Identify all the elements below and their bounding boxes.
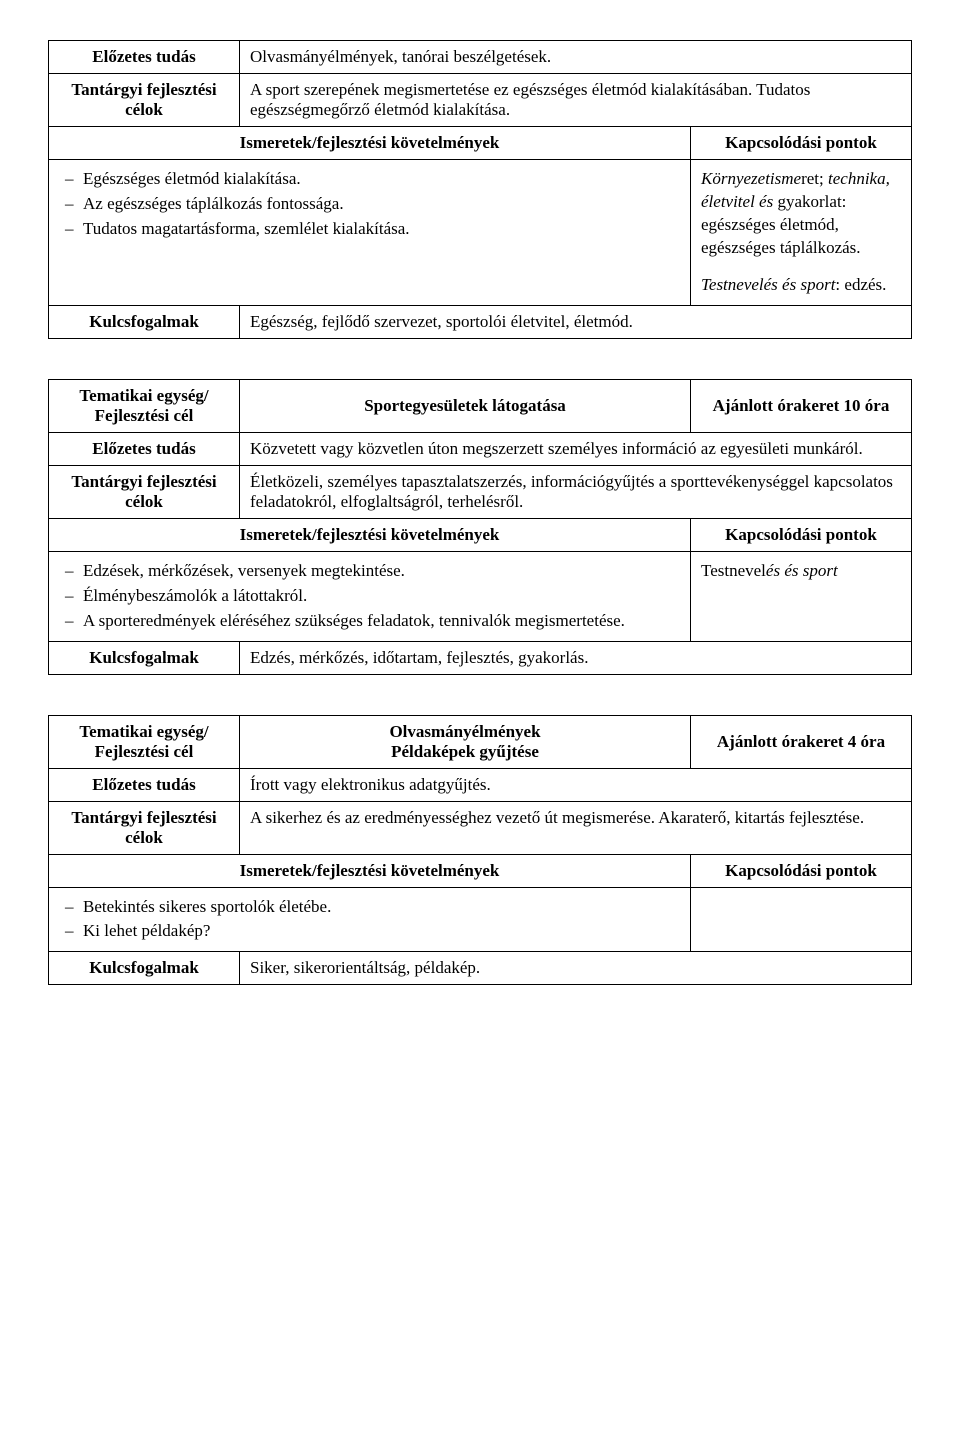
t2-kp-post: és és sport bbox=[766, 561, 838, 580]
t3-goals-text: A sikerhez és az eredményességhez vezető… bbox=[240, 801, 912, 854]
t1-key-concepts-label: Kulcsfogalmak bbox=[49, 305, 240, 338]
t3-requirements-cell: Betekintés sikeres sportolók életébe. Ki… bbox=[49, 887, 691, 952]
t2-bullet-1: Edzések, mérkőzések, versenyek megtekint… bbox=[65, 560, 680, 583]
t2-goals-label: Tantárgyi fejlesztési célok bbox=[49, 465, 240, 518]
t3-unit-title: Olvasmányélmények Példaképek gyűjtése bbox=[240, 715, 691, 768]
table-3: Tematikai egység/ Fejlesztési cél Olvasm… bbox=[48, 715, 912, 986]
t2-bullet-list: Edzések, mérkőzések, versenyek megtekint… bbox=[59, 560, 680, 633]
t2-key-concepts-label: Kulcsfogalmak bbox=[49, 641, 240, 674]
t1-bullet-3: Tudatos magatartásforma, szemlélet kiala… bbox=[65, 218, 680, 241]
t1-kp1-italic: Környezetisme bbox=[701, 169, 801, 188]
t2-prior-knowledge-text: Közvetett vagy közvetlen úton megszerzet… bbox=[240, 432, 912, 465]
t2-goals-text: Életközeli, személyes tapasztalatszerzés… bbox=[240, 465, 912, 518]
t1-goals-label: Tantárgyi fejlesztési célok bbox=[49, 74, 240, 127]
t1-requirements-cell: Egészséges életmód kialakítása. Az egész… bbox=[49, 160, 691, 306]
t1-kp1c: gyakorl bbox=[773, 192, 829, 211]
t1-connection-points-cell: Környezetismeret; technika, életvitel és… bbox=[691, 160, 912, 306]
t1-prior-knowledge-text: Olvasmányélmények, tanórai beszélgetések… bbox=[240, 41, 912, 74]
t3-prior-knowledge-text: Írott vagy elektronikus adatgyűjtés. bbox=[240, 768, 912, 801]
t3-goals-label: Tantárgyi fejlesztési célok bbox=[49, 801, 240, 854]
t1-bullet-1: Egészséges életmód kialakítása. bbox=[65, 168, 680, 191]
t1-left-header: Ismeretek/fejlesztési követelmények bbox=[49, 127, 691, 160]
t1-right-header: Kapcsolódási pontok bbox=[691, 127, 912, 160]
t2-key-concepts-text: Edzés, mérkőzés, időtartam, fejlesztés, … bbox=[240, 641, 912, 674]
t2-unit-label: Tematikai egység/ Fejlesztési cél bbox=[49, 379, 240, 432]
t1-prior-knowledge-label: Előzetes tudás bbox=[49, 41, 240, 74]
table-2: Tematikai egység/ Fejlesztési cél Sporte… bbox=[48, 379, 912, 675]
t2-requirements-cell: Edzések, mérkőzések, versenyek megtekint… bbox=[49, 551, 691, 641]
t3-key-concepts-label: Kulcsfogalmak bbox=[49, 952, 240, 985]
t3-unit-title-l2: Példaképek gyűjtése bbox=[391, 742, 539, 761]
t2-unit-title: Sportegyesületek látogatása bbox=[240, 379, 691, 432]
t1-kp2-italic: Testnevelés és sport bbox=[701, 275, 835, 294]
t2-hours: Ajánlott órakeret 10 óra bbox=[691, 379, 912, 432]
t2-bullet-2: Élménybeszámolók a látottakról. bbox=[65, 585, 680, 608]
t1-kp2-rest: : edzés. bbox=[835, 275, 886, 294]
t3-prior-knowledge-label: Előzetes tudás bbox=[49, 768, 240, 801]
t2-bullet-3: A sporteredmények eléréséhez szükséges f… bbox=[65, 610, 680, 633]
t2-connection-points-cell: Testnevelés és sport bbox=[691, 551, 912, 641]
t2-left-header: Ismeretek/fejlesztési követelmények bbox=[49, 518, 691, 551]
t2-right-header: Kapcsolódási pontok bbox=[691, 518, 912, 551]
t3-key-concepts-text: Siker, sikerorientáltság, példakép. bbox=[240, 952, 912, 985]
t2-kp-pre: Testnevel bbox=[701, 561, 766, 580]
t3-bullet-1: Betekintés sikeres sportolók életébe. bbox=[65, 896, 680, 919]
t3-right-header: Kapcsolódási pontok bbox=[691, 854, 912, 887]
table-1: Előzetes tudás Olvasmányélmények, tanóra… bbox=[48, 40, 912, 339]
t3-bullet-list: Betekintés sikeres sportolók életébe. Ki… bbox=[59, 896, 680, 944]
t1-bullet-2: Az egészséges táplálkozás fontossága. bbox=[65, 193, 680, 216]
t3-unit-label: Tematikai egység/ Fejlesztési cél bbox=[49, 715, 240, 768]
t1-bullet-list: Egészséges életmód kialakítása. Az egész… bbox=[59, 168, 680, 241]
t3-hours: Ajánlott órakeret 4 óra bbox=[691, 715, 912, 768]
t1-goals-text: A sport szerepének megismertetése ez egé… bbox=[240, 74, 912, 127]
t3-unit-title-l1: Olvasmányélmények bbox=[389, 722, 540, 741]
t2-prior-knowledge-label: Előzetes tudás bbox=[49, 432, 240, 465]
t1-kp1-rest: ret; bbox=[801, 169, 828, 188]
t3-connection-points-cell bbox=[691, 887, 912, 952]
t1-key-concepts-text: Egészség, fejlődő szervezet, sportolói é… bbox=[240, 305, 912, 338]
t3-left-header: Ismeretek/fejlesztési követelmények bbox=[49, 854, 691, 887]
t3-bullet-2: Ki lehet példakép? bbox=[65, 920, 680, 943]
